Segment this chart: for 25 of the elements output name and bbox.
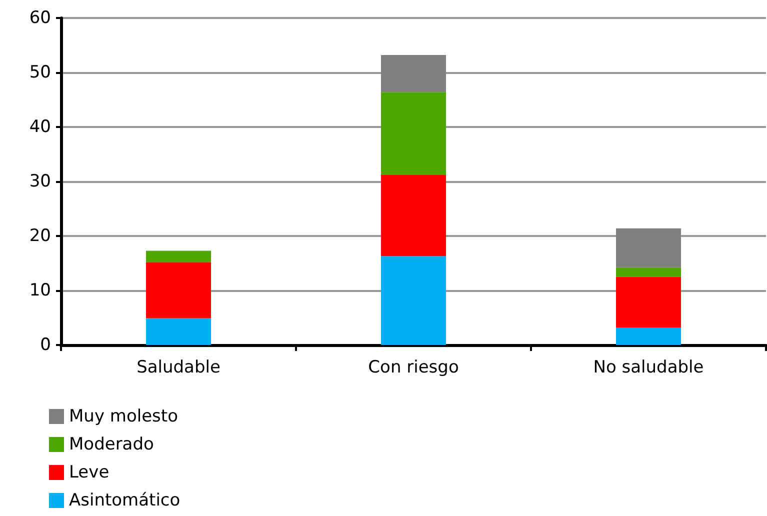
y-tick-label: 30 bbox=[29, 172, 51, 192]
legend-label: Moderado bbox=[69, 434, 154, 454]
bar bbox=[146, 262, 211, 318]
bar bbox=[616, 228, 681, 268]
bar bbox=[381, 92, 446, 175]
bar bbox=[381, 256, 446, 345]
x-tick-label: No saludable bbox=[593, 358, 704, 378]
bar bbox=[146, 250, 211, 262]
bar bbox=[616, 328, 681, 345]
legend-label: Asintomático bbox=[69, 490, 180, 510]
y-tick-label: 0 bbox=[40, 335, 51, 355]
legend-label: Leve bbox=[69, 462, 110, 482]
y-tick-label: 50 bbox=[29, 62, 51, 82]
legend-label: Muy molesto bbox=[69, 406, 178, 426]
y-tick-label: 20 bbox=[29, 226, 51, 246]
bar bbox=[146, 318, 211, 345]
x-tick-label: Saludable bbox=[136, 358, 220, 378]
bar bbox=[616, 276, 681, 328]
bar bbox=[381, 174, 446, 256]
x-tick-label: Con riesgo bbox=[368, 358, 459, 378]
y-tick-label: 60 bbox=[29, 8, 51, 28]
y-tick-label: 10 bbox=[29, 280, 51, 300]
bar bbox=[616, 268, 681, 277]
bar bbox=[381, 55, 446, 92]
y-tick-label: 40 bbox=[29, 117, 51, 137]
